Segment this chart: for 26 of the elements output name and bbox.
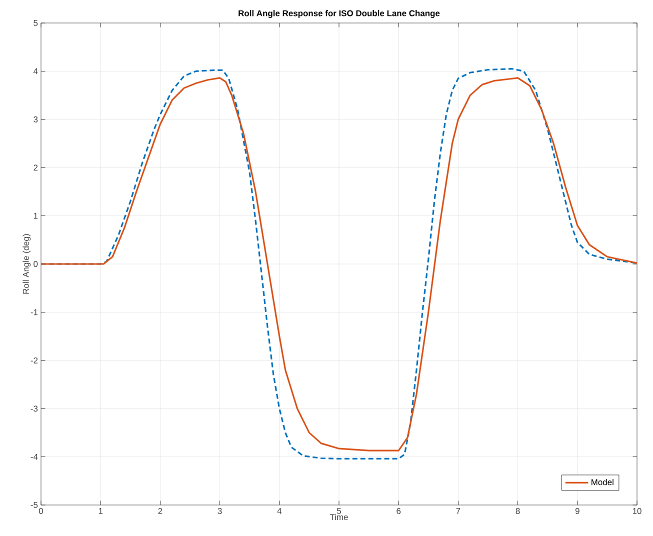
y-tick-label: 5 xyxy=(34,20,38,26)
x-tick-label: 1 xyxy=(98,508,103,514)
x-tick-label: 7 xyxy=(456,508,460,514)
legend-label: Model xyxy=(592,478,614,486)
x-tick-label: 0 xyxy=(38,508,44,514)
x-axis-title: Time xyxy=(330,514,348,520)
y-tick-label: 0 xyxy=(34,261,38,267)
y-tick-label: -3 xyxy=(30,406,38,412)
y-tick-label: -2 xyxy=(30,357,38,364)
x-tick-label: 8 xyxy=(516,508,520,514)
y-axis-title: Roll Angle (deg) xyxy=(22,234,31,294)
y-tick-label: -1 xyxy=(30,309,38,316)
x-tick-label: 9 xyxy=(575,508,580,514)
y-tick-label: 2 xyxy=(34,164,38,171)
y-tick-label: 4 xyxy=(33,68,38,74)
x-tick-label: 3 xyxy=(218,508,222,514)
y-tick-label: 3 xyxy=(34,116,38,122)
y-tick-label: 1 xyxy=(34,212,38,219)
x-tick-label: 4 xyxy=(277,508,282,514)
x-tick-label: 10 xyxy=(632,508,642,514)
x-tick-label: 5 xyxy=(336,508,342,514)
y-tick-label: -5 xyxy=(30,502,38,508)
y-tick-label: -4 xyxy=(30,454,38,460)
x-tick-label: 2 xyxy=(158,508,162,514)
chart-title: Roll Angle Response for ISO Double Lane Change xyxy=(238,10,440,18)
x-tick-label: 6 xyxy=(396,508,401,514)
